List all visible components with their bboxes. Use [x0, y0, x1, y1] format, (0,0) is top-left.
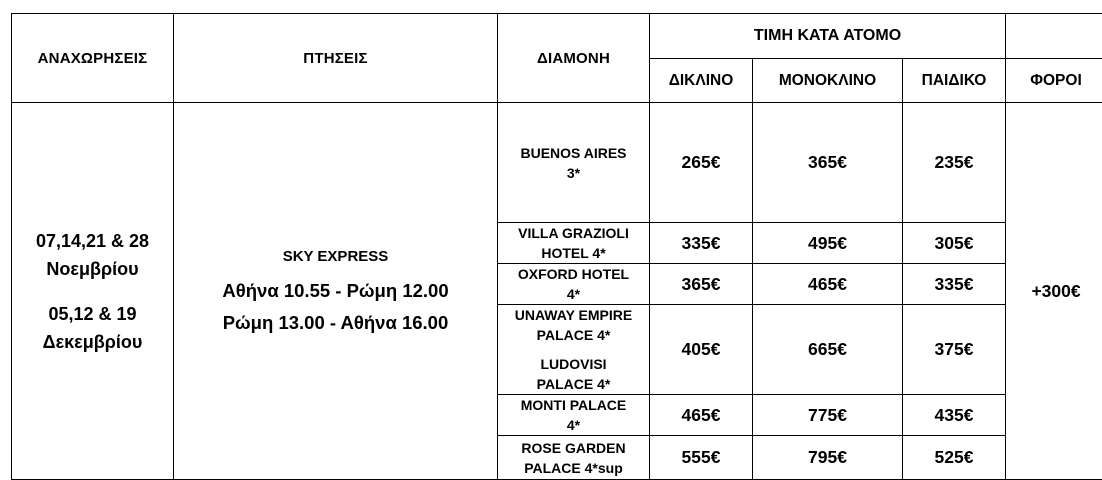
- cell-price-double: 335€: [650, 223, 753, 264]
- hotel-name-secondary: LUDOVISI PALACE 4*: [498, 354, 649, 394]
- departure-dates-december: 05,12 & 19 Δεκεμβρίου: [12, 300, 173, 356]
- hotel-name: MONTI PALACE 4*: [498, 395, 649, 435]
- header-price-per-person: ΤΙΜΗ ΚΑΤΑ ΑΤΟΜΟ: [650, 14, 1006, 59]
- flight-outbound: Αθήνα 10.55 - Ρώμη 12.00: [174, 279, 497, 302]
- cell-price-single: 365€: [753, 103, 903, 223]
- cell-price-single: 495€: [753, 223, 903, 264]
- cell-price-double: 465€: [650, 395, 753, 436]
- cell-price-single: 665€: [753, 305, 903, 395]
- cell-price-child: 335€: [903, 264, 1006, 305]
- cell-price-single: 775€: [753, 395, 903, 436]
- cell-hotel: ROSE GARDEN PALACE 4*sup: [498, 436, 650, 480]
- flight-inbound: Ρώμη 13.00 - Αθήνα 16.00: [174, 311, 497, 334]
- cell-price-child: 525€: [903, 436, 1006, 480]
- header-single-room: ΜΟΝΟΚΛΙΝΟ: [753, 59, 903, 103]
- cell-taxes-value: +300€: [1006, 103, 1102, 480]
- cell-price-single: 795€: [753, 436, 903, 480]
- cell-price-child: 435€: [903, 395, 1006, 436]
- cell-flights: SKY EXPRESS Αθήνα 10.55 - Ρώμη 12.00 Ρώμ…: [174, 103, 498, 480]
- header-double-room: ΔΙΚΛΙΝΟ: [650, 59, 753, 103]
- cell-departures: 07,14,21 & 28 Νοεμβρίου 05,12 & 19 Δεκεμ…: [12, 103, 174, 480]
- cell-price-double: 365€: [650, 264, 753, 305]
- header-child: ΠΑΙΔΙΚΟ: [903, 59, 1006, 103]
- cell-hotel: UNAWAY EMPIRE PALACE 4* LUDOVISI PALACE …: [498, 305, 650, 395]
- pricing-table-container: ΑΝΑΧΩΡΗΣΕΙΣ ΠΤΗΣΕΙΣ ΔΙΑΜΟΝΗ ΤΙΜΗ ΚΑΤΑ ΑΤ…: [11, 13, 1102, 480]
- hotel-name: VILLA GRAZIOLI HOTEL 4*: [498, 223, 649, 263]
- cell-price-child: 235€: [903, 103, 1006, 223]
- cell-price-double: 405€: [650, 305, 753, 395]
- cell-price-child: 375€: [903, 305, 1006, 395]
- header-departures: ΑΝΑΧΩΡΗΣΕΙΣ: [12, 14, 174, 103]
- cell-price-double: 555€: [650, 436, 753, 480]
- cell-hotel: OXFORD HOTEL 4*: [498, 264, 650, 305]
- cell-hotel: BUENOS AIRES 3*: [498, 103, 650, 223]
- header-accommodation: ΔΙΑΜΟΝΗ: [498, 14, 650, 103]
- pricing-table: ΑΝΑΧΩΡΗΣΕΙΣ ΠΤΗΣΕΙΣ ΔΙΑΜΟΝΗ ΤΙΜΗ ΚΑΤΑ ΑΤ…: [11, 13, 1102, 480]
- table-row: 07,14,21 & 28 Νοεμβρίου 05,12 & 19 Δεκεμ…: [12, 103, 1102, 223]
- airline-name: SKY EXPRESS: [174, 248, 497, 265]
- cell-hotel: MONTI PALACE 4*: [498, 395, 650, 436]
- cell-hotel: VILLA GRAZIOLI HOTEL 4*: [498, 223, 650, 264]
- hotel-name: OXFORD HOTEL 4*: [498, 264, 649, 304]
- cell-price-double: 265€: [650, 103, 753, 223]
- hotel-name: BUENOS AIRES 3*: [498, 143, 649, 183]
- cell-price-single: 465€: [753, 264, 903, 305]
- header-row-1: ΑΝΑΧΩΡΗΣΕΙΣ ΠΤΗΣΕΙΣ ΔΙΑΜΟΝΗ ΤΙΜΗ ΚΑΤΑ ΑΤ…: [12, 14, 1102, 59]
- hotel-name: UNAWAY EMPIRE PALACE 4*: [498, 305, 649, 345]
- header-taxes: ΦΟΡΟΙ: [1006, 59, 1102, 103]
- cell-price-child: 305€: [903, 223, 1006, 264]
- header-flights: ΠΤΗΣΕΙΣ: [174, 14, 498, 103]
- departure-dates-november: 07,14,21 & 28 Νοεμβρίου: [12, 227, 173, 283]
- header-taxes-spacer: [1006, 14, 1102, 59]
